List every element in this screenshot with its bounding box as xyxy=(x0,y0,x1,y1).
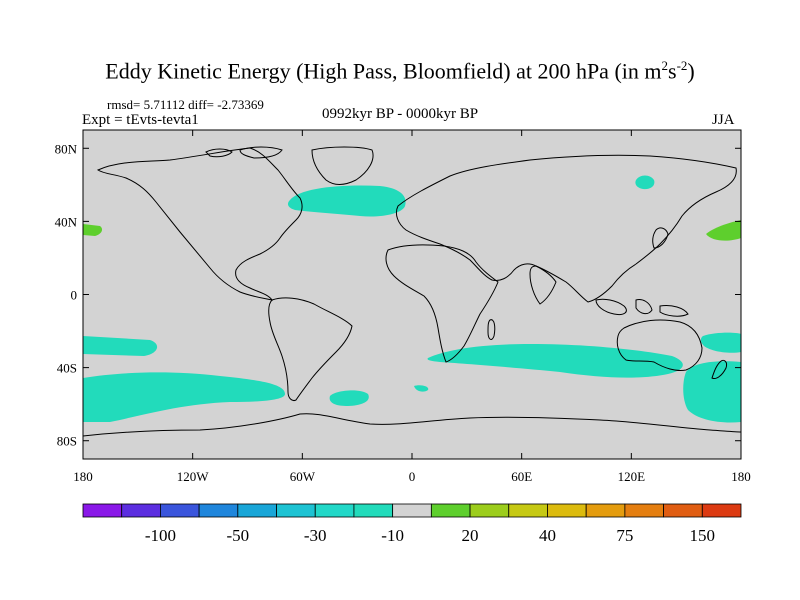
colorbar-box xyxy=(160,503,200,518)
colorbar-box xyxy=(508,503,548,518)
lon-label: 120E xyxy=(618,469,646,484)
period-label: 0992kyr BP - 0000kyr BP xyxy=(322,106,479,122)
region-south-pacific xyxy=(83,336,285,422)
title-end: ) xyxy=(687,58,695,84)
colorbar-label: -50 xyxy=(226,526,249,545)
lon-label: 0 xyxy=(409,469,416,484)
latitude-axis: 80N 40N 0 40S 80S xyxy=(55,141,741,449)
coast-japan xyxy=(652,227,669,249)
coast-greenland xyxy=(311,146,374,185)
coast-antarctica xyxy=(82,413,742,437)
lon-label: 60W xyxy=(290,469,316,484)
region-north-pacific-east xyxy=(706,220,741,241)
colorbar-box xyxy=(585,503,626,518)
lon-label: 120W xyxy=(177,469,210,484)
coast-new-zealand xyxy=(711,359,727,379)
lat-label: 0 xyxy=(71,288,78,303)
colorbar-box xyxy=(276,503,316,518)
colorbar-box xyxy=(121,503,161,518)
coast-australia xyxy=(616,319,703,371)
colorbar-label: -30 xyxy=(304,526,327,545)
colorbar-box xyxy=(624,503,664,518)
colorbar-label: -100 xyxy=(145,526,176,545)
region-siberia xyxy=(635,175,655,190)
coast-south-america xyxy=(268,297,353,401)
rmsd-label: rmsd= 5.71112 diff= -2.73369 xyxy=(107,97,264,112)
region-south-indian xyxy=(427,344,683,378)
lon-label: 180 xyxy=(73,469,93,484)
colorbar-box xyxy=(353,503,394,518)
title-mid: s xyxy=(668,58,677,84)
title-sup1: 2 xyxy=(661,58,669,73)
lon-label: 180 xyxy=(731,469,751,484)
colorbar-label: 40 xyxy=(539,526,556,545)
colorbar-box xyxy=(82,503,123,518)
colorbar-label: 20 xyxy=(462,526,479,545)
colorbar-box xyxy=(469,503,510,518)
coast-north-america xyxy=(96,147,303,301)
colorbar-label: -10 xyxy=(381,526,404,545)
lat-label: 80S xyxy=(57,434,77,449)
colorbar-box xyxy=(701,503,742,518)
coast-eurasia xyxy=(395,154,737,303)
colorbar: -100 -50 -30 -10 20 40 75 150 xyxy=(82,503,742,545)
chart-title: Eddy Kinetic Energy (High Pass, Bloomfie… xyxy=(0,58,800,84)
region-south-atlantic xyxy=(329,385,429,406)
region-north-pacific-west xyxy=(83,224,103,236)
colorbar-box xyxy=(198,503,239,518)
title-main: Eddy Kinetic Energy (High Pass, Bloomfie… xyxy=(105,58,662,84)
season-label: JJA xyxy=(712,112,735,128)
region-north-atlantic xyxy=(287,185,406,217)
coastline-layer xyxy=(82,146,742,437)
lat-label: 40S xyxy=(57,361,77,376)
lon-label: 60E xyxy=(511,469,532,484)
coast-arctic-islands xyxy=(205,146,283,159)
coast-africa xyxy=(385,244,499,363)
coast-se-asia xyxy=(595,298,689,317)
colorbar-box xyxy=(392,503,432,518)
colorbar-box xyxy=(663,503,703,518)
colorbar-box xyxy=(314,503,355,518)
colorbar-box xyxy=(547,503,587,518)
experiment-label: Expt = tEvts-tevta1 xyxy=(82,112,199,128)
title-sup2: -2 xyxy=(676,58,688,73)
colorbar-label: 150 xyxy=(690,526,716,545)
coast-madagascar xyxy=(487,319,496,340)
colorbar-box xyxy=(237,503,277,518)
colorbar-label: 75 xyxy=(616,526,633,545)
longitude-axis: 180 120W 60W 0 60E 120E 180 xyxy=(73,130,751,484)
coast-india xyxy=(529,265,557,305)
lat-label: 80N xyxy=(55,141,78,156)
lat-label: 40N xyxy=(55,214,78,229)
colorbar-box xyxy=(430,503,471,518)
